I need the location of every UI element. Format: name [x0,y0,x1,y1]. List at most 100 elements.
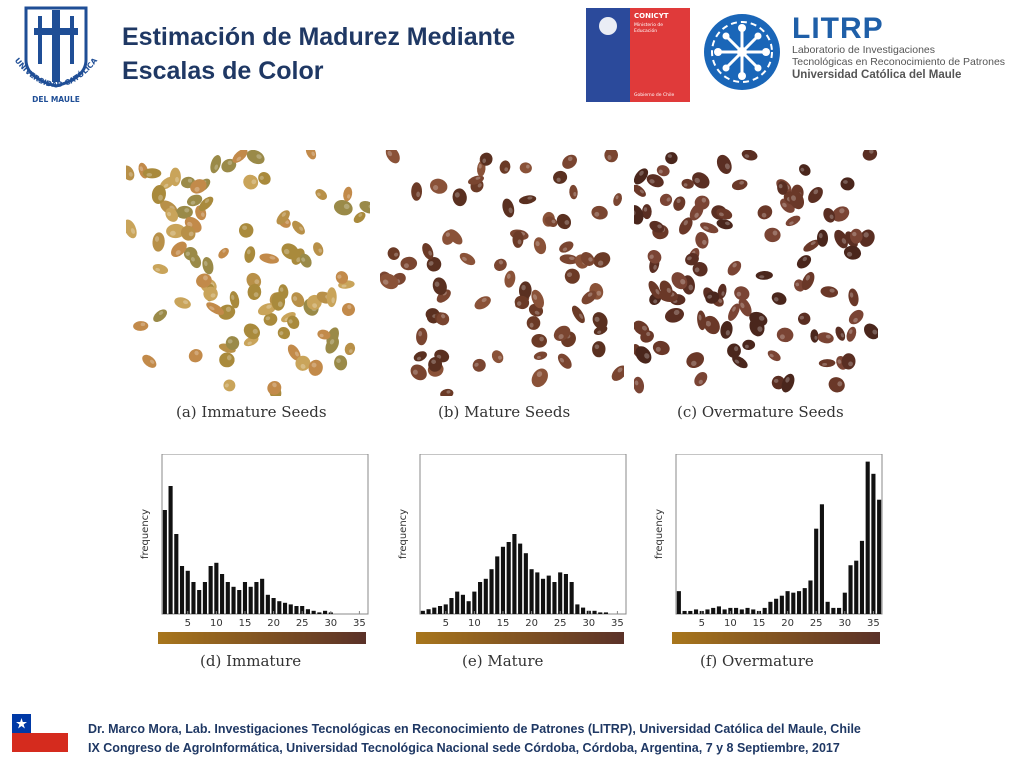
x-tick-label: 25 [296,618,309,629]
seed [175,205,193,219]
seed [385,150,400,164]
seed [592,312,608,330]
histogram-bar [294,606,299,614]
seed [741,150,758,161]
y-axis-label: frequency [398,509,409,559]
seed [229,291,240,309]
seed [526,316,541,330]
litrp-name: LITRP [792,12,884,45]
seed [705,291,720,304]
conicyt-name: CONICYT [634,12,669,20]
seed [244,246,256,263]
seed [776,327,794,343]
histogram-bar [529,569,534,614]
histogram-bar [575,604,580,614]
x-tick-label: 20 [525,618,538,629]
seed [767,350,781,362]
histogram-bar [722,609,727,614]
seed [692,261,708,277]
seed [834,229,848,249]
color-scale-bar [672,632,880,644]
footer: Dr. Marco Mora, Lab. Investigaciones Tec… [88,720,861,758]
seed [634,376,645,394]
histogram-bar [179,566,185,614]
seed [531,289,544,309]
seed [169,167,181,187]
histogram-bar [865,461,870,614]
histogram-bar [311,610,316,614]
histogram-bar [825,601,830,614]
seed [591,205,608,220]
seed [692,172,710,189]
seed [808,186,823,204]
seed [841,353,856,370]
litrp-text-block: LITRP Laboratorio de Investigaciones Tec… [792,14,1005,82]
caption-mature-seeds: (b) Mature Seeds [438,403,571,421]
seed [803,239,820,252]
seed [647,249,662,264]
chile-flag [12,714,68,752]
conicyt-logo: CONICYT Ministerio de Educación Gobierno… [586,8,690,102]
seed [243,174,259,190]
x-tick-label: 25 [554,618,567,629]
seed [716,208,733,220]
histogram-bar [317,612,322,614]
seed [468,175,484,185]
seed [559,241,574,253]
histogram-bar [455,591,460,614]
conicyt-sub2: Educación [634,27,657,34]
histogram-bar [512,534,517,614]
seed [849,228,863,244]
histogram-bar [254,582,259,614]
seed [247,284,262,300]
histogram-bar [552,582,557,614]
histogram-bar [518,543,523,614]
histogram-bar [174,534,179,614]
seed [580,252,595,266]
seed [428,357,443,372]
seed [843,245,862,260]
x-tick-label: 35 [353,618,366,629]
histogram-bar [859,540,865,614]
seed [742,339,756,351]
footer-line1: Dr. Marco Mora, Lab. Investigaciones Tec… [88,722,861,736]
seed [291,292,305,308]
histogram-bar [449,598,454,614]
seed [703,315,720,335]
x-tick-label: 30 [324,618,337,629]
seed [694,372,708,387]
seed [223,379,236,392]
seed [727,343,741,358]
x-tick-label: 5 [443,618,449,629]
seed [817,332,834,344]
seed [180,225,196,241]
seed [198,196,214,212]
seed [799,164,811,176]
seed [315,189,327,200]
seed [828,377,845,393]
histogram-bar [323,610,328,614]
seed [635,346,652,364]
seed [634,168,649,185]
seed [781,373,795,393]
y-axis-label: frequency [654,509,665,559]
caption-overmature-seeds: (c) Overmature Seeds [677,403,844,421]
seed [153,309,168,323]
seed [640,330,654,343]
caption-histogram-overmature: (f) Overmature [700,652,814,670]
seed [544,216,558,227]
histogram-bar [540,578,546,614]
seed [151,185,166,204]
histogram-bar [842,592,847,614]
seed [459,252,476,266]
footer-line2: IX Congreso de AgroInformática, Universi… [88,741,840,755]
histogram-bar [202,582,207,614]
histogram-bar [592,610,597,614]
histogram-bar [300,606,305,614]
caption-immature-seeds: (a) Immature Seeds [176,403,327,421]
university-cross-logo-icon: UNIVERSIDAD CATÓLICA DEL MAULE [13,6,99,104]
seed [426,257,442,272]
histogram-bar [546,575,551,614]
seed [818,359,836,368]
seed [189,253,202,269]
